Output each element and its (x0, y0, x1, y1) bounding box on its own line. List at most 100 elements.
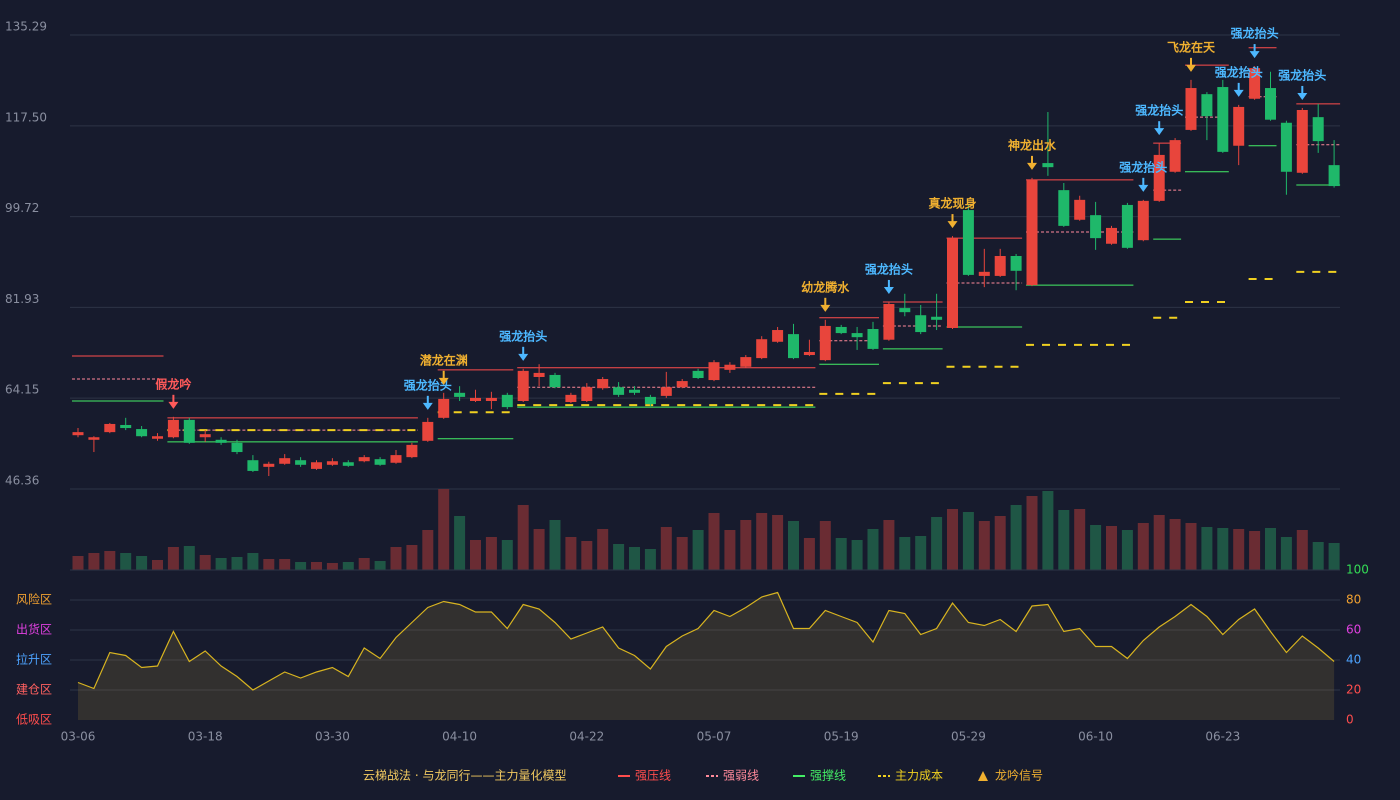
candle-body (104, 423, 116, 433)
volume-bar (358, 558, 370, 570)
candle-body (756, 339, 768, 359)
volume-bar (1010, 505, 1022, 570)
x-tick-label: 04-10 (442, 730, 477, 744)
candle-body (406, 444, 418, 458)
y-tick-label: 117.50 (5, 110, 47, 124)
volume-bar (104, 551, 116, 570)
volume-bar (1169, 519, 1181, 570)
signal-label: 强龙抬头 (499, 328, 547, 343)
candle-body (835, 326, 847, 334)
volume-bar (1074, 509, 1086, 570)
candle-body (994, 256, 1006, 276)
x-tick-label: 05-07 (697, 730, 732, 744)
candle-body (374, 459, 386, 465)
x-tick-label: 03-06 (61, 730, 96, 744)
volume-bar (772, 515, 784, 570)
volume-bar (1201, 527, 1213, 570)
volume-bar (1058, 510, 1070, 570)
zone-label: 风险区 (16, 592, 52, 607)
volume-bar (1121, 530, 1133, 570)
volume-bar (390, 547, 402, 570)
volume-bar (644, 549, 656, 570)
candle-body (72, 432, 84, 436)
signal-arrow (422, 402, 433, 410)
volume-bar (724, 530, 736, 570)
volume-bar (263, 559, 275, 570)
volume-bar (1090, 525, 1102, 570)
x-tick-label: 03-18 (188, 730, 223, 744)
candle-body (581, 387, 593, 401)
candle-body (931, 316, 943, 320)
volume-bar (120, 553, 132, 570)
candle-body (1296, 109, 1308, 173)
volume-bar (326, 563, 338, 570)
volume-bar (788, 521, 799, 570)
candle-body (1090, 215, 1102, 239)
candle-body (915, 315, 927, 333)
volume-bar (629, 547, 640, 570)
signal-arrow (820, 304, 831, 312)
volume-bar (199, 555, 211, 570)
signal-arrow (438, 377, 449, 385)
volume-bar (311, 562, 322, 570)
volume-bar (549, 520, 561, 570)
legend-label: 强弱线 (723, 769, 759, 783)
signal-arrow (1027, 162, 1037, 170)
volume-bar (152, 560, 163, 570)
candle-body (565, 394, 577, 403)
x-tick-label: 03-30 (315, 730, 350, 744)
y-tick-label: 135.29 (5, 20, 47, 34)
volume-bar (1026, 496, 1038, 570)
legend-label: 强撑线 (810, 768, 846, 783)
volume-bar (1042, 491, 1054, 570)
volume-bar (295, 562, 307, 570)
volume-bar (692, 530, 704, 570)
candle-body (120, 424, 132, 429)
legend-title: 云梯战法 · 与龙同行——主力量化模型 (363, 769, 566, 783)
volume-bar (597, 529, 609, 570)
legend-marker (978, 771, 988, 781)
volume-bar (136, 556, 148, 570)
candle-body (199, 434, 211, 438)
candle-body (1217, 87, 1229, 152)
volume-bar (978, 521, 990, 570)
volume-bar (470, 540, 481, 570)
candle-body (644, 396, 656, 405)
volume-bar (1233, 529, 1245, 570)
signal-arrow (1233, 89, 1244, 97)
candle-body (152, 436, 163, 439)
y-tick-label: 81.93 (5, 292, 39, 306)
volume-bar (406, 545, 418, 570)
volume-bar (454, 516, 466, 570)
candle-body (295, 460, 307, 465)
candle-body (215, 439, 227, 443)
volume-bar (1106, 526, 1117, 570)
volume-bar (1153, 515, 1165, 570)
volume-bar (581, 541, 593, 570)
osc-tick-label: 60 (1346, 623, 1361, 637)
candle-body (549, 374, 561, 388)
candle-body (247, 460, 259, 471)
signal-arrow (1249, 51, 1260, 59)
candle-body (1169, 140, 1181, 172)
candle-body (947, 238, 958, 328)
volume-bar (819, 521, 831, 570)
volume-bar (422, 530, 434, 570)
volume-bar (279, 559, 291, 570)
zone-label: 低吸区 (16, 713, 52, 727)
volume-bar (215, 558, 227, 570)
candle-body (1058, 190, 1070, 226)
candle-body (501, 394, 513, 408)
signal-label: 强龙抬头 (1135, 103, 1183, 118)
volume-bar (1312, 542, 1324, 570)
volume-bar (994, 516, 1006, 570)
volume-bar (867, 529, 879, 570)
x-tick-label: 06-10 (1078, 730, 1113, 744)
volume-bar (883, 520, 895, 570)
signal-arrow (883, 286, 894, 294)
volume-bar (915, 536, 927, 570)
signal-arrow (947, 221, 958, 229)
osc-tick-label: 40 (1346, 653, 1361, 667)
